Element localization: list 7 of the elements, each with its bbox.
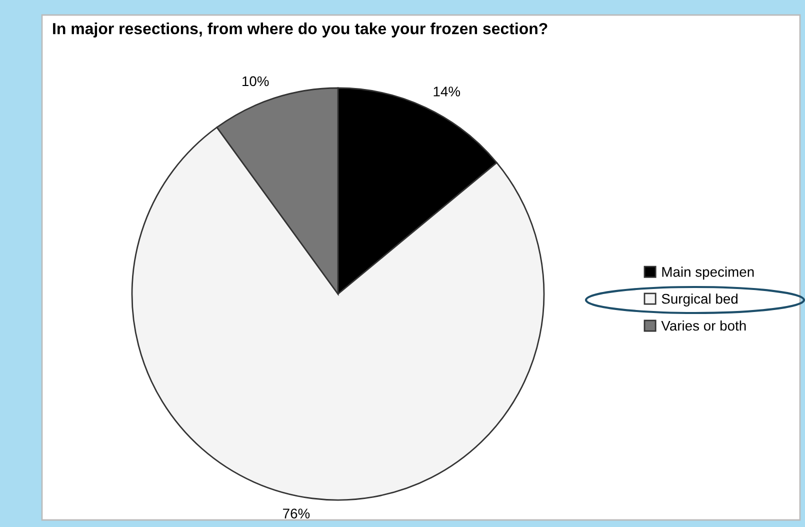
legend-label: Surgical bed <box>662 294 738 307</box>
data-label: 76% <box>283 508 310 518</box>
legend-label: Varies or both <box>661 320 746 331</box>
data-label: 10% <box>242 76 269 86</box>
chart-title: In major resections, from where do you take your frozen section? <box>53 22 548 38</box>
legend-label: Main specimen <box>662 266 754 280</box>
data-label: 14% <box>434 86 460 96</box>
